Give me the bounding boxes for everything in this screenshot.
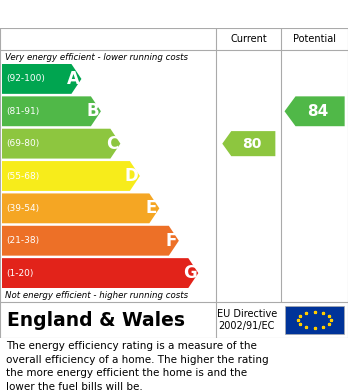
Polygon shape: [2, 226, 179, 256]
Text: E: E: [146, 199, 157, 217]
Text: (55-68): (55-68): [6, 172, 39, 181]
Text: D: D: [125, 167, 139, 185]
Text: Energy Efficiency Rating: Energy Efficiency Rating: [8, 7, 229, 22]
FancyBboxPatch shape: [285, 306, 344, 334]
Text: (81-91): (81-91): [6, 107, 39, 116]
Text: (39-54): (39-54): [6, 204, 39, 213]
Text: C: C: [106, 135, 119, 152]
Text: (69-80): (69-80): [6, 139, 39, 148]
Polygon shape: [2, 194, 159, 223]
Text: F: F: [165, 232, 176, 250]
Text: Very energy efficient - lower running costs: Very energy efficient - lower running co…: [5, 52, 188, 61]
Text: (21-38): (21-38): [6, 236, 39, 245]
Text: EU Directive
2002/91/EC: EU Directive 2002/91/EC: [217, 308, 277, 332]
Polygon shape: [2, 96, 101, 126]
Polygon shape: [2, 258, 198, 288]
Text: (92-100): (92-100): [6, 74, 45, 83]
Polygon shape: [222, 131, 275, 156]
Text: 80: 80: [242, 136, 261, 151]
Text: 84: 84: [307, 104, 329, 119]
Text: England & Wales: England & Wales: [7, 310, 185, 330]
Text: G: G: [183, 264, 197, 282]
Polygon shape: [2, 64, 81, 94]
Text: Current: Current: [230, 34, 267, 44]
Text: (1-20): (1-20): [6, 269, 33, 278]
Text: The energy efficiency rating is a measure of the
overall efficiency of a home. T: The energy efficiency rating is a measur…: [6, 341, 269, 391]
Polygon shape: [2, 129, 120, 159]
Text: A: A: [67, 70, 80, 88]
Text: B: B: [87, 102, 99, 120]
Text: Not energy efficient - higher running costs: Not energy efficient - higher running co…: [5, 291, 188, 300]
Text: Potential: Potential: [293, 34, 336, 44]
Polygon shape: [285, 96, 345, 126]
Polygon shape: [2, 161, 140, 191]
